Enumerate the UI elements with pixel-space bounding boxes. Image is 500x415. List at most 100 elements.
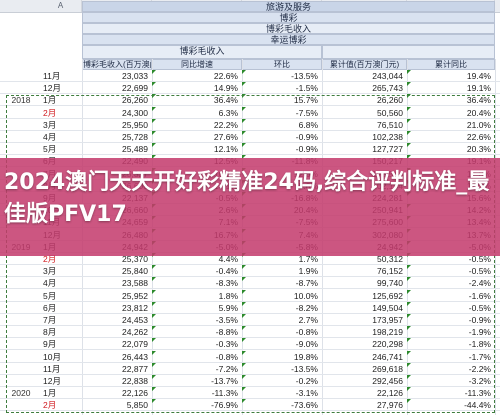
cell-val[interactable]: 22,126 — [122, 388, 148, 399]
cell-mom[interactable]: -13.5% — [291, 71, 318, 81]
cell-mom[interactable]: -8.7% — [295, 278, 318, 289]
cell-val[interactable]: 22,877 — [122, 363, 148, 374]
cell-cum[interactable]: 26,260 — [377, 95, 403, 106]
cell-month[interactable]: 5月 — [43, 290, 57, 301]
cell-yoy[interactable]: -13.7% — [211, 376, 238, 386]
cell-val[interactable]: 24,262 — [122, 327, 148, 338]
cell-month[interactable]: 4月 — [43, 278, 57, 289]
cell-cumyoy[interactable]: -0.5% — [468, 254, 491, 264]
cell-cum[interactable]: 243,044 — [372, 71, 403, 81]
cell-year[interactable] — [2, 314, 40, 326]
cell-cum[interactable]: 198,219 — [372, 327, 403, 338]
cell-month[interactable]: 7月 — [43, 315, 57, 325]
cell-yoy[interactable]: -11.3% — [211, 388, 238, 399]
subheader-cumulative[interactable]: 累计值(百万澳门元) — [322, 59, 407, 70]
subheader-mom[interactable]: 环比 — [242, 59, 322, 70]
cell-mom[interactable]: -13.5% — [291, 363, 318, 374]
cell-year[interactable] — [2, 375, 40, 387]
cell-month[interactable]: 11月 — [43, 363, 61, 374]
subheader-cumulative-yoy[interactable]: 累计同比 — [407, 59, 495, 70]
cell-cum[interactable]: 102,238 — [372, 132, 403, 142]
cell-month[interactable]: 1月 — [43, 388, 57, 399]
cell-val[interactable]: 22,838 — [122, 376, 148, 386]
cell-year[interactable]: 2018 — [11, 95, 31, 106]
cell-yoy[interactable]: 27.6% — [213, 132, 238, 142]
cell-val[interactable]: 22,699 — [122, 83, 148, 94]
cell-month[interactable]: 5月 — [43, 144, 57, 155]
cell-val[interactable]: 25,950 — [122, 119, 148, 130]
cell-cum[interactable]: 220,298 — [372, 339, 403, 350]
cell-val[interactable]: 5,850 — [126, 400, 148, 411]
column-letter-a[interactable]: A — [40, 0, 82, 12]
cell-year[interactable] — [2, 70, 40, 82]
cell-cum[interactable]: 50,312 — [377, 254, 403, 264]
cell-yoy[interactable]: 14.9% — [213, 83, 238, 94]
subheader-revenue[interactable]: 博彩毛收入(百万澳门 — [82, 59, 152, 70]
header-gaming-gross-revenue[interactable]: 博彩毛收入 — [82, 45, 322, 59]
cell-yoy[interactable]: 1.8% — [218, 290, 238, 301]
cell-year[interactable]: 2020 — [11, 388, 31, 399]
cell-cum[interactable]: 265,743 — [372, 83, 403, 94]
cell-year[interactable] — [2, 131, 40, 143]
cell-year[interactable] — [2, 143, 40, 155]
cell-year[interactable] — [2, 265, 40, 277]
cell-yoy[interactable]: 4.4% — [218, 254, 238, 264]
cell-val[interactable]: 25,370 — [122, 254, 148, 264]
cell-val[interactable]: 23,033 — [122, 71, 148, 81]
cell-yoy[interactable]: 36.4% — [213, 95, 238, 106]
cell-cumyoy[interactable]: 20.3% — [466, 144, 491, 155]
cell-val[interactable]: 23,812 — [122, 302, 148, 313]
cell-mom[interactable]: -0.9% — [295, 144, 318, 155]
cell-yoy[interactable]: -0.3% — [215, 339, 238, 350]
cell-cumyoy[interactable]: -1.7% — [468, 351, 491, 362]
cell-cumyoy[interactable]: 22.6% — [466, 132, 491, 142]
cell-yoy[interactable]: -0.8% — [215, 351, 238, 362]
cell-val[interactable]: 26,260 — [122, 95, 148, 106]
cell-val[interactable]: 25,952 — [122, 290, 148, 301]
header-tourism-services[interactable]: 旅游及服务 — [82, 1, 495, 12]
cell-cumyoy[interactable]: -11.3% — [464, 388, 491, 399]
cell-month[interactable]: 12月 — [43, 376, 61, 386]
cell-month[interactable]: 2月 — [43, 400, 57, 411]
cell-month[interactable]: 3月 — [43, 266, 57, 277]
cell-cum[interactable]: 292,456 — [372, 376, 403, 386]
cell-yoy[interactable]: -8.8% — [215, 327, 238, 338]
cell-cum[interactable]: 149,504 — [372, 302, 403, 313]
cell-mom[interactable]: 1.9% — [298, 266, 318, 277]
cell-cum[interactable]: 269,618 — [372, 363, 403, 374]
header-gaming-revenue[interactable]: 博彩毛收入 — [82, 23, 495, 34]
cell-yoy[interactable]: 12.1% — [213, 144, 238, 155]
cell-mom[interactable]: -1.5% — [295, 83, 318, 94]
cell-cumyoy[interactable]: -1.6% — [468, 290, 491, 301]
cell-yoy[interactable]: 22.2% — [213, 119, 238, 130]
cell-cum[interactable]: 22,126 — [377, 388, 403, 399]
cell-yoy[interactable]: -7.2% — [215, 363, 238, 374]
cell-mom[interactable]: 15.7% — [293, 95, 318, 106]
cell-cumyoy[interactable]: -44.4% — [464, 400, 491, 411]
cell-month[interactable]: 2月 — [43, 254, 57, 264]
cell-year[interactable] — [2, 363, 40, 375]
cell-val[interactable]: 25,728 — [122, 132, 148, 142]
cell-mom[interactable]: -73.6% — [291, 400, 318, 411]
cell-cum[interactable]: 76,510 — [377, 119, 403, 130]
cell-yoy[interactable]: 6.3% — [218, 107, 238, 118]
cell-month[interactable]: 9月 — [43, 339, 57, 350]
cell-cum[interactable]: 27,976 — [377, 400, 403, 411]
cell-year[interactable] — [2, 399, 40, 411]
cell-cumyoy[interactable]: -0.9% — [468, 315, 491, 325]
cell-val[interactable]: 22,079 — [122, 339, 148, 350]
cell-cum[interactable]: 76,152 — [377, 266, 403, 277]
cell-cumyoy[interactable]: 21.0% — [466, 119, 491, 130]
cell-year[interactable] — [2, 302, 40, 314]
cell-cumyoy[interactable]: -2.2% — [468, 363, 491, 374]
cell-cumyoy[interactable]: -2.4% — [468, 278, 491, 289]
cell-yoy[interactable]: -76.9% — [211, 400, 238, 411]
cell-mom[interactable]: 1.7% — [298, 254, 318, 264]
cell-val[interactable]: 25,489 — [122, 144, 148, 155]
cell-cum[interactable]: 246,741 — [372, 351, 403, 362]
cell-mom[interactable]: -0.9% — [295, 132, 318, 142]
cell-year[interactable] — [2, 277, 40, 289]
cell-month[interactable]: 4月 — [43, 132, 57, 142]
cell-cumyoy[interactable]: -1.9% — [468, 327, 491, 338]
cell-mom[interactable]: 2.7% — [298, 315, 318, 325]
